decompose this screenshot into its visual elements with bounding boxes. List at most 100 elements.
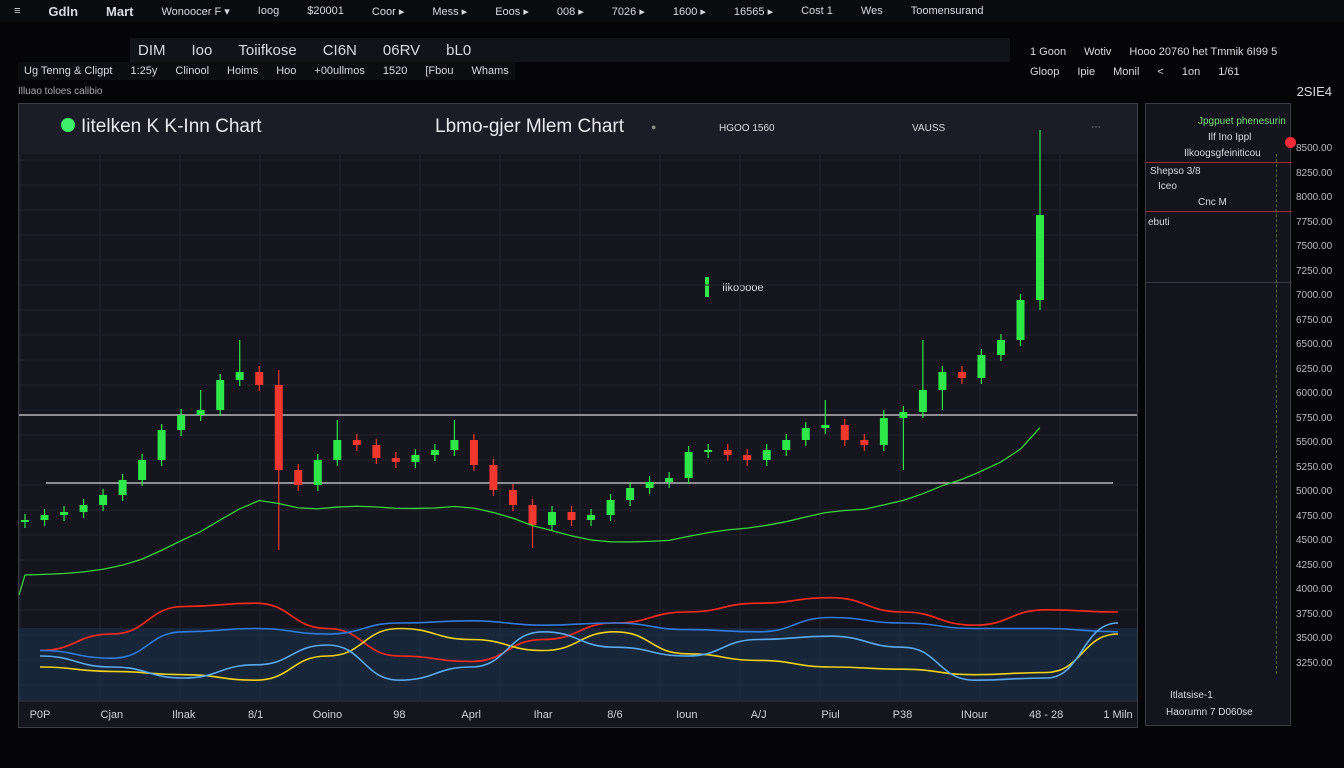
menu-item[interactable]: 16565 ▸ bbox=[733, 5, 774, 18]
right-tool-item[interactable]: Wotiv bbox=[1084, 46, 1112, 58]
menu-item[interactable]: 008 ▸ bbox=[556, 5, 584, 18]
x-axis-label: 48 - 28 bbox=[1029, 709, 1063, 721]
candle-body bbox=[957, 372, 966, 378]
right-tool-item[interactable]: 1on bbox=[1181, 66, 1201, 78]
side-panel: Jpgpuet phenesurin Ilf Ino Ippl Ilkoogsg… bbox=[1145, 103, 1292, 726]
menu-item[interactable]: Eoos ▸ bbox=[495, 5, 529, 18]
toolbar-button[interactable]: Ioo bbox=[191, 41, 213, 59]
candle-body bbox=[294, 470, 303, 485]
side-line-5: Iceo bbox=[1158, 181, 1177, 192]
candle-body bbox=[508, 490, 517, 505]
menu-item[interactable]: Mart bbox=[106, 3, 134, 19]
toolbar-sub-item[interactable]: Hoo bbox=[276, 65, 297, 77]
menu-item[interactable]: Wes bbox=[860, 5, 883, 17]
menu-item[interactable]: $20001 bbox=[307, 5, 344, 17]
price-axis-label: 7000.00 bbox=[1296, 290, 1333, 301]
subheader-left: Illuao toloes calibio bbox=[18, 86, 103, 97]
menu-item[interactable]: Wonoocer F ▾ bbox=[161, 5, 230, 18]
right-tool-item[interactable]: 1/61 bbox=[1218, 66, 1240, 78]
candle-body bbox=[177, 415, 186, 430]
side-footer-1: Itlatsise-1 bbox=[1170, 690, 1213, 701]
price-axis-label: 5250.00 bbox=[1296, 461, 1333, 473]
x-axis-label: P0P bbox=[30, 709, 51, 721]
toolbar-button[interactable]: Toiifkose bbox=[238, 41, 297, 59]
toolbar-button[interactable]: CI6N bbox=[322, 41, 357, 59]
header-stat-1: HGOO 1560 bbox=[719, 123, 775, 134]
alert-dot-icon[interactable] bbox=[1285, 137, 1296, 148]
candle-body bbox=[860, 440, 869, 445]
price-axis-label: 8000.00 bbox=[1296, 192, 1333, 203]
menu-item[interactable]: Cost 1 bbox=[801, 5, 833, 17]
chart-toolbar: DIM Ioo Toiifkose CI6N 06RV bL0 bbox=[130, 38, 1010, 62]
right-tool-item[interactable]: Gloop bbox=[1030, 66, 1060, 78]
candle-body bbox=[21, 520, 29, 522]
more-icon[interactable]: ⋯ bbox=[1091, 122, 1101, 133]
right-tool-item[interactable]: 1 Goon bbox=[1030, 46, 1067, 58]
price-axis-label: 7250.00 bbox=[1296, 265, 1333, 277]
toolbar-button[interactable]: DIM bbox=[138, 41, 166, 59]
candle-body bbox=[840, 425, 849, 440]
candle-body bbox=[801, 428, 810, 440]
settings-dot-icon[interactable]: ● bbox=[651, 122, 657, 132]
status-dot-icon bbox=[61, 118, 75, 132]
price-axis-label: 3250.00 bbox=[1296, 657, 1333, 669]
toolbar-sub-item[interactable]: 1:25y bbox=[130, 65, 158, 77]
candle-body bbox=[372, 445, 381, 458]
candle-body bbox=[704, 450, 713, 452]
chart-header: Iitelken K K-Inn Chart Lbmo-gjer Mlem Ch… bbox=[19, 104, 1137, 154]
side-line-2: Ilf Ino Ippl bbox=[1208, 132, 1252, 143]
divider bbox=[1146, 162, 1292, 163]
candle-body bbox=[606, 500, 615, 515]
right-tool-item[interactable]: Hooo 20760 het Tmmik 6I99 5 bbox=[1129, 46, 1278, 58]
toolbar-sub-item[interactable]: Ug Tenng & Cligpt bbox=[24, 65, 113, 77]
toolbar-sub-item[interactable]: 1520 bbox=[382, 65, 408, 77]
indicator-line-lightblue bbox=[39, 622, 1119, 682]
hamburger-menu-icon[interactable]: ≡ bbox=[14, 5, 21, 17]
menu-item[interactable]: Toomensurand bbox=[910, 5, 984, 17]
candle-body bbox=[626, 488, 635, 500]
moving-average-line bbox=[18, 427, 1041, 596]
candle-body bbox=[430, 450, 439, 455]
candle-body bbox=[391, 458, 400, 462]
menu-item[interactable]: Mess ▸ bbox=[432, 5, 468, 18]
candle-body bbox=[411, 455, 420, 462]
right-toolbar: 1 Goon Wotiv Hooo 20760 het Tmmik 6I99 5 Gl… bbox=[1030, 42, 1340, 82]
candle-body bbox=[548, 512, 557, 525]
toolbar-button[interactable]: 06RV bbox=[382, 41, 421, 59]
indicator-line-yellow bbox=[39, 627, 1119, 682]
menu-item[interactable]: Coor ▸ bbox=[371, 5, 405, 18]
price-axis[interactable]: 8500.00 8250.00 8000.00 7750.00 7500.00 7250.… bbox=[1290, 103, 1335, 728]
toolbar-sub-item[interactable]: Hoims bbox=[227, 65, 259, 77]
subheader-right: 2SIE4 bbox=[1296, 84, 1332, 99]
toolbar-sub-item[interactable]: +00ullmos bbox=[314, 65, 365, 77]
toolbar-button[interactable]: bL0 bbox=[446, 41, 472, 59]
toolbar-sub-item[interactable]: Clinool bbox=[175, 65, 210, 77]
right-tool-item[interactable]: < bbox=[1157, 66, 1164, 78]
menu-item[interactable]: 1600 ▸ bbox=[672, 5, 706, 18]
candle-body bbox=[743, 455, 752, 460]
x-axis-label: 8/1 bbox=[248, 709, 263, 721]
menu-item[interactable]: Gdln bbox=[48, 3, 79, 19]
candle-body bbox=[1036, 215, 1044, 300]
right-tool-item[interactable]: Ipie bbox=[1077, 66, 1096, 78]
x-axis-label: Cjan bbox=[101, 709, 124, 721]
candle-body bbox=[79, 505, 88, 512]
price-axis-label: 4000.00 bbox=[1296, 584, 1333, 595]
x-axis-label: Aprl bbox=[461, 709, 481, 721]
price-axis-label: 4250.00 bbox=[1296, 559, 1333, 571]
candle-body bbox=[118, 480, 127, 495]
side-footer-2: Haorumn 7 D060se bbox=[1166, 707, 1253, 718]
toolbar-sub-item[interactable]: Whams bbox=[471, 65, 509, 77]
candle-body bbox=[450, 440, 459, 450]
right-tool-item[interactable]: Monil bbox=[1113, 66, 1140, 78]
toolbar-sub-item[interactable]: [Fbou bbox=[425, 65, 454, 77]
price-axis-label: 5000.00 bbox=[1296, 486, 1333, 497]
candle-body bbox=[762, 450, 771, 460]
candle-body bbox=[821, 425, 830, 428]
price-marker-icon bbox=[705, 277, 709, 297]
side-line-6: Cnc M bbox=[1198, 197, 1227, 208]
price-axis-label: 7750.00 bbox=[1296, 216, 1333, 228]
menu-item[interactable]: Ioog bbox=[257, 5, 280, 17]
menu-item[interactable]: 7026 ▸ bbox=[611, 5, 645, 18]
